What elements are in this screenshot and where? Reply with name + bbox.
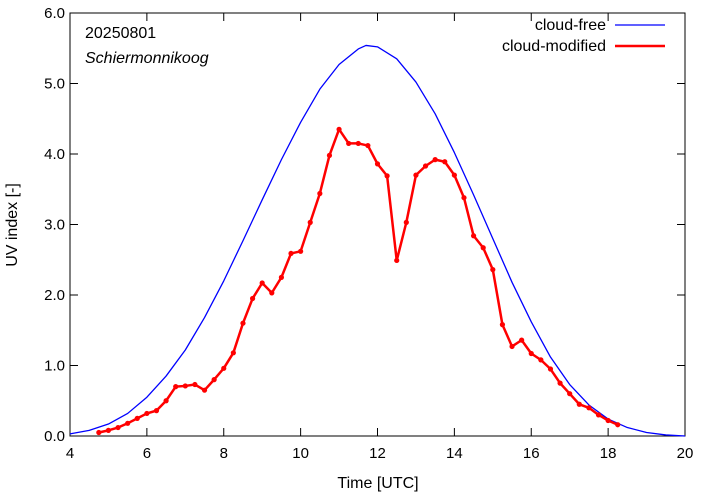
data-point-cloud-modified (432, 157, 438, 163)
data-point-cloud-modified (221, 365, 227, 371)
x-tick-label: 14 (446, 445, 463, 462)
data-point-cloud-modified (298, 248, 304, 254)
y-tick-label: 5.0 (44, 76, 65, 93)
data-point-cloud-modified (240, 320, 246, 326)
x-tick-label: 10 (292, 445, 309, 462)
data-point-cloud-modified (365, 142, 371, 149)
data-point-cloud-modified (278, 274, 285, 280)
data-point-cloud-modified (538, 357, 544, 363)
y-tick-label: 3.0 (44, 217, 65, 234)
data-point-cloud-modified (259, 280, 265, 286)
data-point-cloud-modified (105, 427, 112, 433)
series-group (69, 44, 686, 437)
x-tick-label: 4 (66, 445, 74, 462)
data-point-cloud-modified (576, 401, 582, 407)
data-point-cloud-modified (519, 337, 525, 343)
data-point-cloud-modified (605, 417, 611, 424)
data-point-cloud-modified (192, 381, 198, 388)
data-point-cloud-modified (470, 233, 477, 239)
data-point-cloud-modified (461, 195, 467, 201)
data-point-cloud-modified (384, 173, 390, 179)
y-tick-label: 0.0 (44, 428, 65, 445)
x-tick-label: 20 (677, 445, 694, 462)
data-point-cloud-modified (422, 163, 429, 169)
data-point-cloud-modified (269, 290, 275, 296)
axes-frame-group (69, 12, 686, 437)
data-point-cloud-modified (451, 172, 457, 178)
x-axis-title: Time [UTC] (337, 475, 418, 492)
data-point-cloud-modified (442, 159, 448, 165)
data-point-cloud-modified (307, 219, 313, 225)
data-point-cloud-modified (173, 384, 179, 390)
data-point-cloud-modified (615, 422, 621, 428)
data-point-cloud-modified (288, 250, 294, 257)
y-tick-label: 4.0 (44, 146, 65, 163)
data-point-cloud-modified (115, 424, 121, 431)
data-point-cloud-modified (374, 161, 381, 167)
data-point-cloud-modified (480, 245, 486, 251)
data-point-cloud-modified (586, 405, 592, 411)
data-point-cloud-modified (249, 295, 256, 302)
data-point-cloud-modified (490, 267, 496, 273)
legend-label-cloud-modified: cloud-modified (502, 38, 606, 55)
station-annotation: Schiermonnikoog (85, 50, 209, 67)
date-annotation: 20250801 (85, 25, 156, 42)
y-tick-label: 2.0 (44, 287, 65, 304)
data-point-cloud-modified (230, 350, 236, 356)
data-point-cloud-modified (336, 126, 342, 132)
data-point-cloud-modified (557, 380, 563, 386)
ticks-group: 4 6 8 10 12 14 16 18 20 0.0 1.0 2.0 3.0 4.0 5.0 6.0 (44, 5, 693, 462)
series-line-cloud-free (69, 44, 686, 437)
data-point-cloud-modified (403, 219, 409, 225)
data-point-cloud-modified (547, 366, 554, 372)
y-tick-label: 1.0 (44, 358, 65, 375)
x-tick-label: 8 (220, 445, 228, 462)
data-point-cloud-modified (499, 322, 506, 328)
data-point-cloud-modified (595, 412, 602, 418)
data-point-cloud-modified (125, 420, 131, 426)
x-tick-label: 6 (143, 445, 151, 462)
data-point-cloud-modified (96, 429, 102, 436)
data-point-cloud-modified (528, 350, 534, 357)
y-tick-label: 6.0 (44, 5, 65, 22)
legend: cloud-free cloud-modified (502, 17, 665, 55)
data-point-cloud-modified (317, 190, 323, 197)
x-tick-label: 18 (600, 445, 617, 462)
data-point-cloud-modified (394, 257, 400, 264)
data-point-cloud-modified (413, 172, 419, 178)
data-point-cloud-modified (355, 140, 361, 147)
plot-frame (69, 12, 686, 437)
data-point-cloud-modified (163, 398, 169, 404)
data-point-cloud-modified (326, 152, 333, 159)
x-tick-label: 12 (369, 445, 386, 462)
x-tick-label: 16 (523, 445, 540, 462)
data-point-cloud-modified (509, 343, 515, 350)
data-point-cloud-modified (134, 415, 140, 421)
data-point-cloud-modified (201, 387, 208, 393)
data-point-cloud-modified (182, 383, 188, 389)
data-point-cloud-modified (346, 140, 352, 147)
data-point-cloud-modified (144, 410, 150, 417)
data-point-cloud-modified (153, 408, 160, 414)
data-point-cloud-modified (211, 377, 217, 383)
y-axis-title: UV index [-] (4, 183, 21, 267)
legend-label-cloud-free: cloud-free (535, 17, 606, 34)
data-point-cloud-modified (567, 391, 573, 397)
